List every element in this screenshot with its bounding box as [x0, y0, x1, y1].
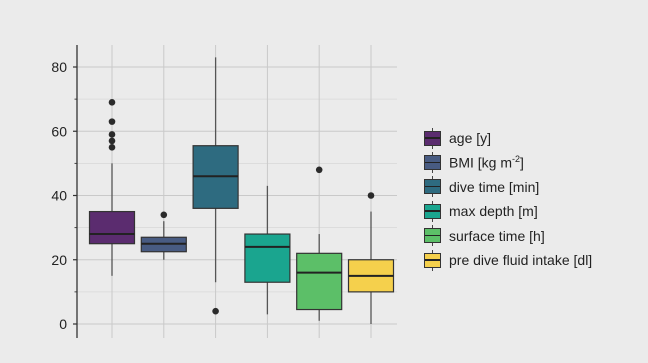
outlier-point [108, 118, 116, 125]
legend-label: pre dive fluid intake [dl] [449, 252, 593, 269]
legend-item: pre dive fluid intake [dl] [424, 248, 592, 272]
box-0 [88, 210, 136, 245]
outlier-point [108, 99, 116, 106]
legend-swatch [424, 152, 441, 174]
legend-label: dive time [min] [449, 178, 540, 195]
outlier-point [108, 131, 116, 138]
outlier-point [160, 211, 168, 219]
box-4 [296, 252, 343, 311]
outlier-point [212, 307, 219, 315]
legend-swatch [424, 249, 441, 271]
legend-swatch [424, 176, 441, 198]
legend-label: BMI [kg m-2] [449, 154, 524, 171]
outlier-point [367, 192, 375, 199]
y-tick-label: 20 [51, 252, 67, 268]
outlier-point [315, 166, 323, 174]
y-tick-label: 60 [51, 123, 67, 139]
box-3 [244, 233, 291, 283]
legend-label: surface time [h] [449, 227, 545, 244]
legend-item: dive time [min] [424, 175, 592, 199]
outlier-point [108, 144, 116, 151]
y-tick-label: 0 [59, 316, 67, 332]
legend-item: BMI [kg m-2] [424, 150, 592, 174]
legend-swatch [424, 127, 441, 149]
legend-label: age [y] [449, 130, 492, 147]
legend-item: age [y] [424, 126, 592, 150]
legend-item: surface time [h] [424, 224, 592, 248]
legend-swatch [424, 225, 441, 247]
legend-item: max depth [m] [424, 199, 592, 223]
legend-swatch [424, 200, 441, 222]
y-tick-label: 80 [51, 59, 67, 75]
legend-label: max depth [m] [449, 203, 538, 220]
legend: age [y] BMI [kg m-2] dive time [min] max de… [424, 126, 592, 272]
outlier-point [108, 137, 116, 145]
y-tick-label: 40 [51, 188, 67, 204]
